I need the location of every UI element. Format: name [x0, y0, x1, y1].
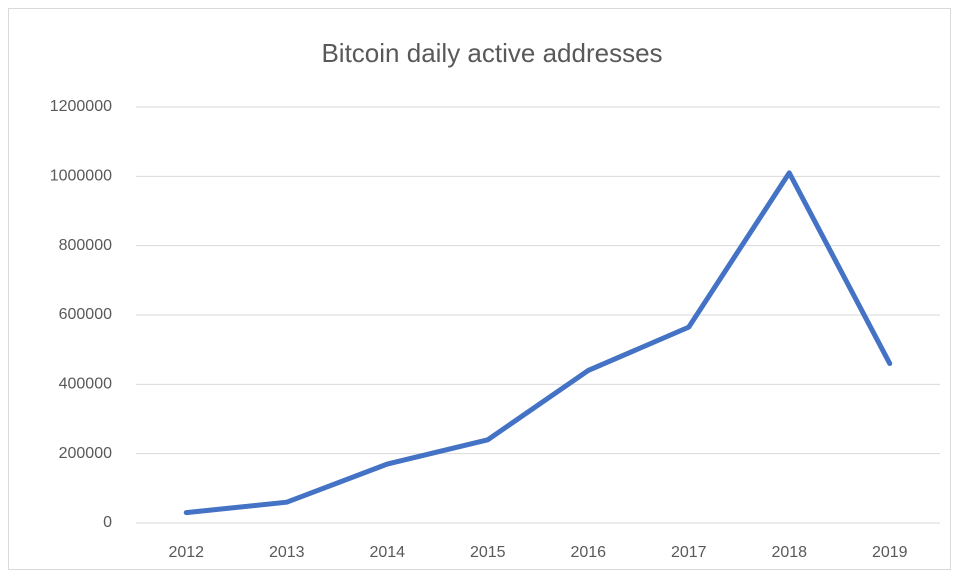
x-tick-label: 2016 — [570, 544, 606, 561]
x-tick-label: 2013 — [269, 544, 305, 561]
y-tick-label: 400000 — [59, 376, 112, 393]
data-line — [183, 170, 893, 516]
y-tick-label: 200000 — [59, 445, 112, 462]
y-tick-label: 800000 — [59, 237, 112, 254]
chart-title: Bitcoin daily active addresses — [321, 38, 662, 68]
y-tick-label: 1000000 — [50, 168, 112, 185]
x-tick-label: 2018 — [771, 544, 807, 561]
x-tick-label: 2014 — [369, 544, 405, 561]
y-tick-label: 1200000 — [50, 98, 112, 115]
y-tick-label: 600000 — [59, 306, 112, 323]
x-tick-label: 2019 — [872, 544, 908, 561]
chart-frame — [8, 8, 951, 570]
x-tick-label: 2017 — [671, 544, 707, 561]
y-tick-label: 0 — [103, 514, 112, 531]
x-tick-label: 2015 — [470, 544, 506, 561]
x-tick-label: 2012 — [168, 544, 204, 561]
